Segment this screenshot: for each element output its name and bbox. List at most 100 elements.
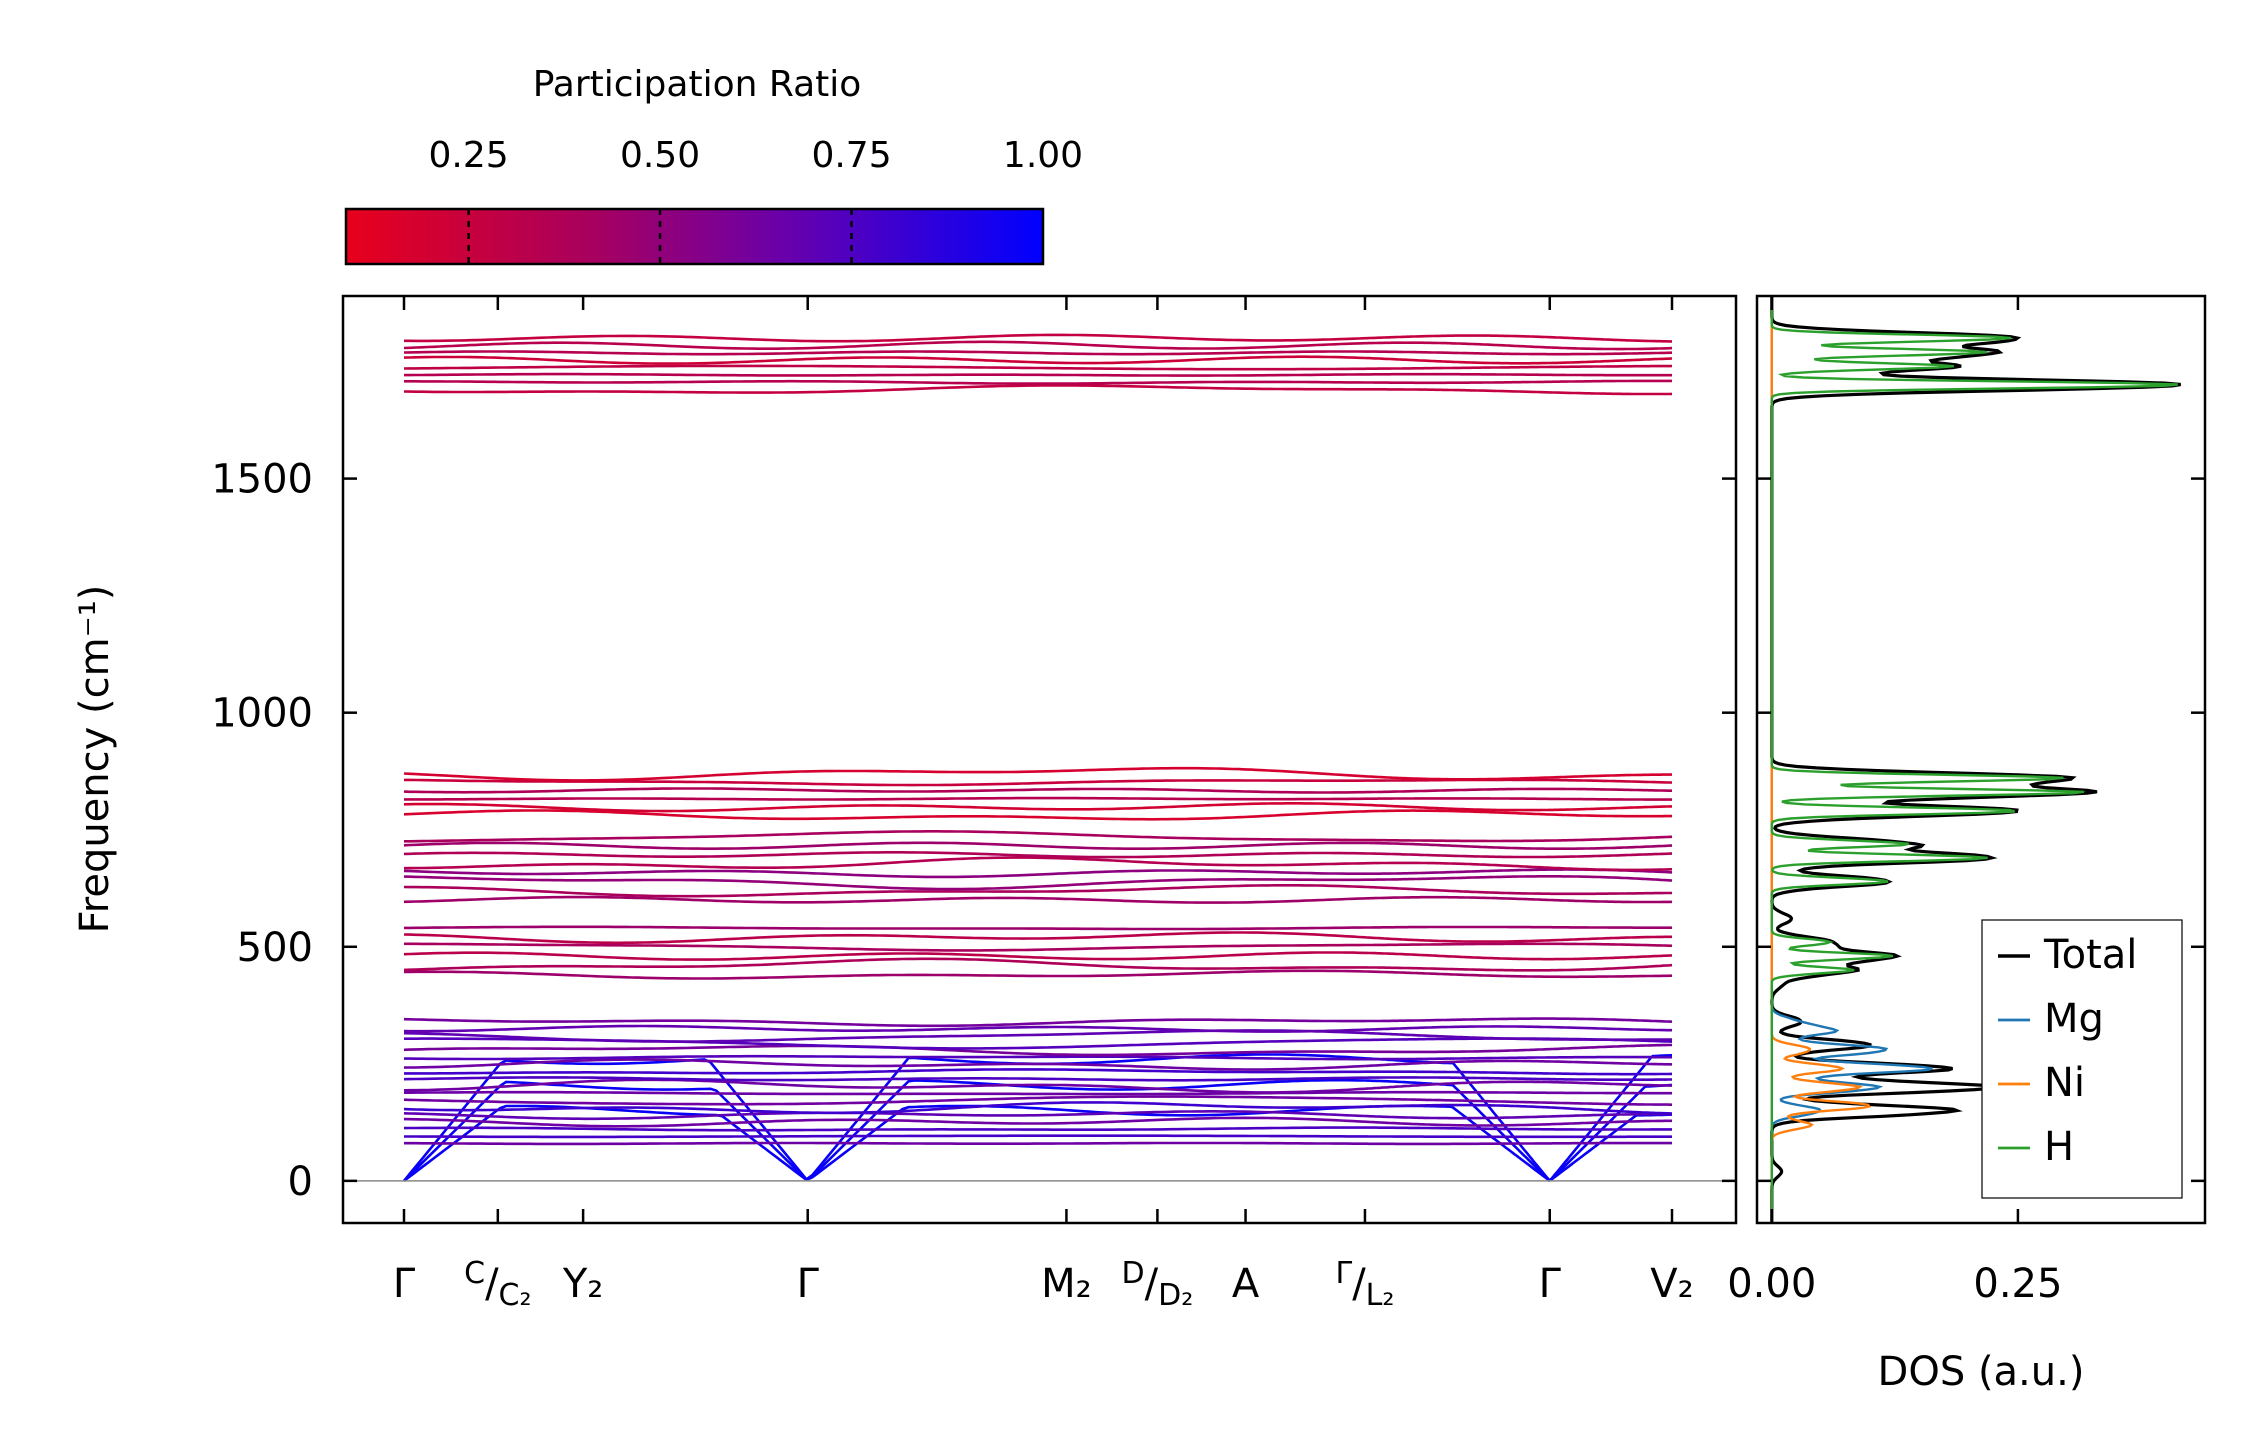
band-y-tick-label: 500 — [237, 925, 313, 971]
dos-y-ticks — [1757, 477, 2205, 1183]
band-line-3 — [1365, 1141, 1672, 1146]
band-line-44 — [403, 364, 1365, 371]
band-line-11 — [1364, 1080, 1672, 1091]
band-line-8 — [1365, 1103, 1673, 1115]
colorbar: Participation Ratio 0.25 0.50 0.75 1.00 — [344, 64, 1083, 266]
k-point-label: Y₂ — [562, 1261, 603, 1307]
dos-x-tick-label: 0.25 — [1973, 1261, 2062, 1307]
band-line-46 — [403, 350, 1366, 356]
band-line-34 — [1365, 835, 1672, 843]
band-y-tick-label: 1500 — [211, 457, 313, 503]
band-line-35 — [1364, 809, 1672, 818]
band-line-7 — [1364, 1112, 1672, 1120]
band-line-21 — [1365, 970, 1672, 979]
band-line-10 — [404, 1090, 1366, 1096]
band-line-38 — [1364, 787, 1672, 794]
band-y-tick-label: 0 — [288, 1159, 313, 1205]
band-line-20 — [1364, 1017, 1673, 1023]
colorbar-tick-label: 0.75 — [811, 135, 891, 176]
colorbar-ticks: 0.25 0.50 0.75 1.00 — [428, 135, 1083, 264]
k-point-label: M₂ — [1041, 1261, 1092, 1307]
band-y-tick-label: 1000 — [211, 691, 313, 737]
band-line-26 — [404, 925, 1366, 931]
band-line-24 — [1365, 942, 1673, 948]
band-line-48 — [1365, 334, 1672, 343]
band-line-12 — [1365, 1076, 1672, 1081]
colorbar-gradient — [344, 207, 1045, 266]
k-label-sup: Γ — [1335, 1256, 1352, 1291]
band-line-42 — [1365, 379, 1672, 385]
band-line-12 — [403, 1076, 1365, 1082]
k-point-label: Γ — [797, 1261, 820, 1307]
dos-x-ticks: 0.00 0.25 — [1727, 296, 2062, 1307]
band-line-0 — [403, 1104, 1366, 1182]
band-line-5 — [403, 1126, 1365, 1132]
k-point-label: V₂ — [1650, 1261, 1693, 1307]
dos-curve-h — [1770, 296, 2178, 1223]
band-line-15 — [1365, 1055, 1672, 1061]
band-line-9 — [1364, 1097, 1672, 1106]
band-line-14 — [403, 1058, 1366, 1071]
band-line-40 — [1364, 773, 1672, 781]
band-line-16 — [1365, 1043, 1672, 1054]
dos-x-axis-label: DOS (a.u.) — [1878, 1349, 2085, 1395]
band-line-33 — [1365, 841, 1672, 850]
band-line-1 — [403, 1078, 1366, 1182]
k-label-slash: / — [485, 1261, 499, 1307]
k-label-sub: D₂ — [1158, 1278, 1193, 1313]
band-line-32 — [1364, 852, 1672, 859]
band-line-43 — [404, 372, 1365, 377]
colorbar-tick-label: 1.00 — [1003, 135, 1083, 176]
band-line-40 — [403, 766, 1366, 782]
band-line-42 — [404, 379, 1366, 385]
band-line-15 — [404, 1054, 1365, 1061]
band-line-38 — [403, 787, 1365, 794]
band-line-27 — [403, 895, 1366, 904]
band-line-45 — [1364, 356, 1673, 365]
dos-panel: 0.00 0.25 DOS (a.u.) Total Mg Ni H — [1727, 294, 2207, 1395]
band-line-37 — [1365, 797, 1672, 801]
k-point-label: Γ — [393, 1261, 416, 1307]
band-line-26 — [1365, 925, 1672, 929]
colorbar-tick-label: 0.25 — [428, 135, 508, 176]
k-point-label: D/D₂ — [1122, 1256, 1194, 1313]
band-line-48 — [404, 333, 1366, 343]
band-line-19 — [1364, 1025, 1672, 1032]
band-line-25 — [403, 931, 1366, 945]
band-line-7 — [403, 1110, 1366, 1121]
band-x-ticks: Γ C/C₂ Y₂ Γ M₂ D/D₂ A Γ/L₂ Γ V₂ — [393, 296, 1694, 1313]
band-line-11 — [403, 1078, 1366, 1094]
k-label-sup: C — [464, 1256, 485, 1291]
band-line-17 — [404, 1037, 1366, 1050]
dos-x-tick-label: 0.00 — [1727, 1261, 1816, 1307]
dos-curves — [1770, 296, 2181, 1223]
band-line-32 — [403, 851, 1366, 859]
band-line-39 — [404, 778, 1366, 787]
band-line-31 — [1364, 861, 1672, 872]
band-line-14 — [1364, 1059, 1673, 1068]
band-line-30 — [403, 869, 1365, 879]
band-line-6 — [1364, 1119, 1672, 1127]
band-line-46 — [1365, 350, 1672, 356]
band-line-39 — [1365, 778, 1673, 784]
band-line-27 — [1364, 895, 1673, 904]
band-line-35 — [403, 809, 1366, 821]
band-line-13 — [404, 1068, 1366, 1075]
band-line-8 — [403, 1101, 1366, 1115]
legend-box — [1981, 919, 2183, 1199]
band-line-21 — [404, 969, 1366, 980]
k-point-label: A — [1232, 1261, 1260, 1307]
band-lines — [402, 333, 1673, 1182]
band-line-3 — [404, 1141, 1365, 1146]
band-line-28 — [1364, 885, 1672, 896]
band-line-37 — [404, 796, 1366, 801]
k-label-slash: / — [1352, 1261, 1366, 1307]
band-line-25 — [1364, 935, 1672, 943]
k-label-sub: L₂ — [1366, 1278, 1395, 1313]
band-line-6 — [403, 1116, 1366, 1128]
band-line-47 — [1365, 341, 1673, 351]
band-line-28 — [403, 884, 1366, 898]
band-line-41 — [403, 384, 1365, 394]
band-line-33 — [403, 841, 1366, 850]
